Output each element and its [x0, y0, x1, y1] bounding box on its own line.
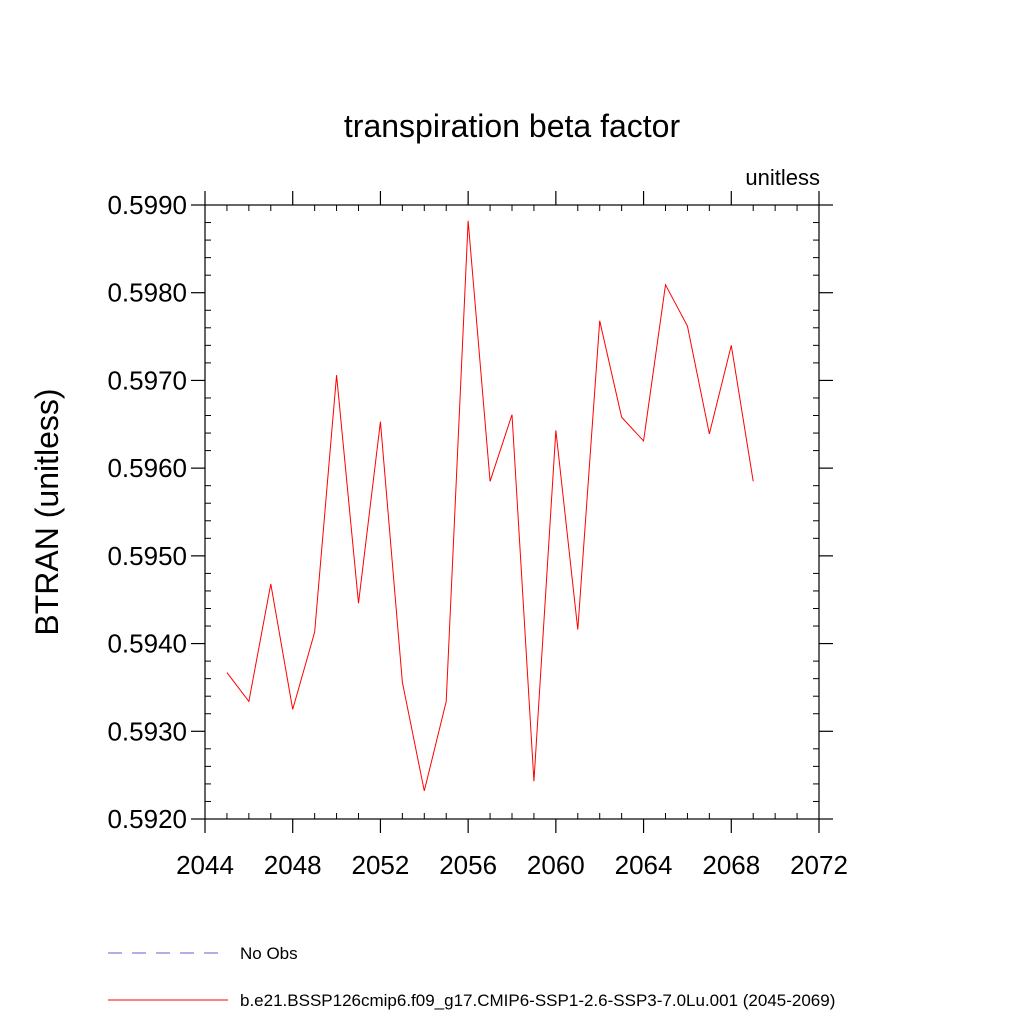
x-tick-label: 2068	[702, 850, 760, 880]
x-tick-label: 2044	[176, 850, 234, 880]
y-tick-label: 0.5930	[107, 716, 187, 746]
y-tick-label: 0.5960	[107, 453, 187, 483]
plot-frame	[204, 204, 820, 820]
series-line-1	[226, 220, 754, 792]
x-tick-label: 2072	[790, 850, 848, 880]
legend-label-model-run: b.e21.BSSP126cmip6.f09_g17.CMIP6-SSP1-2.…	[240, 991, 835, 1010]
x-tick-label: 2052	[352, 850, 410, 880]
y-tick-label: 0.5990	[107, 190, 187, 220]
x-tick-label: 2048	[264, 850, 322, 880]
y-tick-label: 0.5970	[107, 365, 187, 395]
y-tick-label: 0.5950	[107, 541, 187, 571]
y-axis: 0.5920 0.5930 0.5940 0.5950 0.5960 0.5970 0.59…	[107, 190, 833, 834]
y-tick-label: 0.5940	[107, 629, 187, 659]
x-axis: 2044 2048 2052 2056 2060 2064 2068 2072	[176, 191, 848, 880]
y-axis-label: BTRAN (unitless)	[29, 388, 65, 635]
y-tick-label: 0.5980	[107, 278, 187, 308]
x-tick-label: 2060	[527, 850, 585, 880]
legend: No Obs b.e21.BSSP126cmip6.f09_g17.CMIP6-…	[108, 944, 835, 1010]
chart-title: transpiration beta factor	[344, 108, 681, 144]
x-tick-label: 2056	[439, 850, 497, 880]
units-label: unitless	[745, 165, 820, 190]
y-tick-label: 0.5920	[107, 804, 187, 834]
x-tick-label: 2064	[615, 850, 673, 880]
plot-area	[226, 220, 754, 792]
legend-label-no-obs: No Obs	[240, 944, 298, 963]
